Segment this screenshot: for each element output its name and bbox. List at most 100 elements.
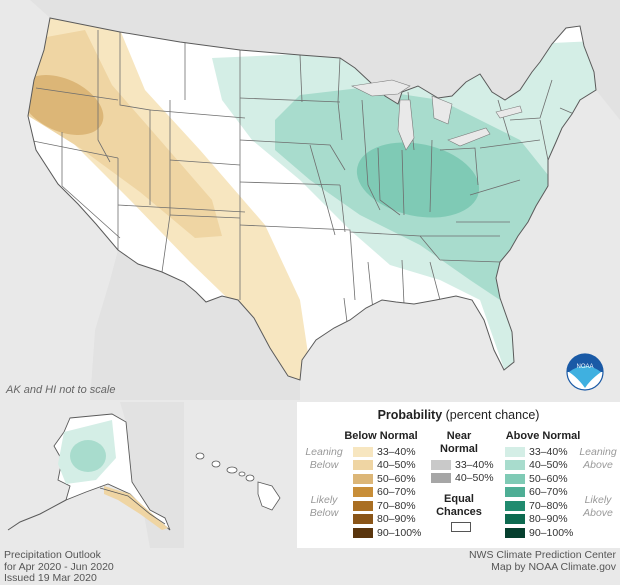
pacific-ocean [0, 0, 118, 400]
alaska-inset [0, 402, 184, 548]
above-normal-bin-swatch [505, 527, 525, 538]
legend-panel: Probability (percent chance) Below Norma… [297, 402, 620, 548]
near-normal-heading-line2: Normal [440, 443, 478, 455]
leaning-below-line1: Leaning [305, 446, 343, 458]
above-normal-bin-label: 40–50% [529, 459, 568, 471]
hawaii-inset [186, 402, 294, 548]
near-normal-bin-row: 33–40% [431, 458, 494, 471]
below-normal-bin-row: 60–70% [353, 486, 416, 498]
above-normal-bin-swatch [505, 487, 525, 497]
above-normal-bin-swatch [505, 446, 525, 457]
above-normal-bin-row: 40–50% [505, 459, 568, 471]
below-normal-heading: Below Normal [344, 430, 418, 442]
above-normal-bin-swatch [505, 514, 525, 524]
below-normal-bin-swatch [353, 446, 373, 457]
below-normal-bin-label: 90–100% [377, 526, 422, 539]
above-normal-bin-label: 50–60% [529, 472, 568, 485]
near-normal-bin-label: 40–50% [455, 472, 494, 484]
below-normal-bin-swatch [353, 500, 373, 511]
likely-above-line2: Above [583, 507, 613, 519]
above-normal-bin-label: 90–100% [529, 526, 574, 539]
alaska-above-40-50 [70, 440, 106, 472]
above-normal-bin-row: 90–100% [505, 526, 574, 539]
noaa-logo: NOAA [566, 353, 604, 391]
above-normal-bin-row: 60–70% [505, 486, 568, 498]
near-normal-bin-swatch [431, 473, 451, 483]
below-normal-bin-row: 40–50% [353, 459, 416, 471]
legend-title: Probability (percent chance) [297, 408, 620, 422]
outlook-shading [28, 18, 596, 380]
above-normal-bin-label: 60–70% [529, 486, 568, 498]
near-normal-heading-line1: Near [446, 430, 472, 442]
equal-chances-line2: Chances [436, 506, 482, 518]
hawaii-islands [195, 452, 281, 511]
noaa-logo-text: NOAA [576, 364, 593, 370]
equal-chances-label: Equal Chances [431, 493, 487, 519]
footer-credit: Map by NOAA Climate.gov [491, 560, 616, 573]
near-normal-heading: Near Normal [433, 430, 485, 456]
footer-issued: Issued 19 Mar 2020 [4, 572, 97, 584]
below-normal-bin-row: 80–90% [353, 513, 416, 525]
leaning-above-line1: Leaning [579, 446, 617, 458]
above-normal-heading: Above Normal [505, 430, 581, 442]
above-normal-bin-label: 70–80% [529, 499, 568, 512]
lake-erie [447, 127, 491, 147]
below-normal-bin-swatch [353, 487, 373, 497]
likely-below-line2: Below [309, 507, 339, 519]
above-normal-bin-row: 70–80% [505, 499, 568, 512]
alaska-below-region [104, 486, 168, 530]
below-normal-bin-row: 33–40% [353, 445, 416, 458]
legend-title-rest: (percent chance) [442, 408, 540, 422]
above-normal-bin-swatch [505, 460, 525, 470]
us-outline [27, 17, 597, 381]
leaning-below-line2: Below [309, 459, 339, 471]
below-normal-bin-row: 70–80% [353, 499, 416, 512]
conus-map: NOAA [0, 0, 620, 400]
canada-land [0, 0, 620, 120]
great-lakes [351, 79, 523, 151]
below-normal-bin-label: 70–80% [377, 499, 416, 512]
canada-land-inset [120, 402, 184, 548]
lake-superior [351, 79, 411, 97]
likely-below-line1: Likely [310, 494, 338, 506]
below-normal-bin-swatch [353, 460, 373, 470]
above-normal-bin-row: 80–90% [505, 513, 568, 525]
equal-chances-line1: Equal [444, 493, 474, 505]
above-normal-bin-label: 80–90% [529, 513, 568, 525]
footer-left: Precipitation Outlook for Apr 2020 - Jun… [4, 549, 114, 585]
below-normal-bin-swatch [353, 527, 373, 538]
near-normal-bin-swatch [431, 459, 451, 470]
legend-title-bold: Probability [377, 408, 443, 422]
below-normal-bin-label: 33–40% [377, 445, 416, 458]
likely-above-line1: Likely [584, 494, 612, 506]
equal-chances-swatch [451, 522, 471, 532]
alaska-panhandle-line [99, 487, 166, 525]
footer-period: for Apr 2020 - Jun 2020 [4, 560, 114, 573]
footer-title: Precipitation Outlook [4, 549, 101, 561]
aleutian-islands [7, 499, 67, 531]
above-normal-bin-label: 33–40% [529, 445, 568, 458]
below-normal-bin-swatch [353, 514, 373, 524]
below-normal-bin-swatch [353, 473, 373, 484]
above-normal-bin-row: 33–40% [505, 445, 568, 458]
below-normal-bin-row: 50–60% [353, 472, 416, 485]
footer-right: NWS Climate Prediction Center Map by NOA… [468, 549, 616, 573]
below-50-60-region [28, 74, 104, 136]
lake-huron [431, 95, 453, 125]
leaning-above-label: Leaning Above [575, 446, 620, 472]
lake-michigan [397, 99, 415, 151]
footer-source: NWS Climate Prediction Center [468, 549, 616, 561]
likely-below-label: Likely Below [301, 494, 347, 520]
above-normal-bin-swatch [505, 500, 525, 511]
below-normal-bin-label: 40–50% [377, 459, 416, 471]
near-normal-bin-row: 40–50% [431, 472, 494, 484]
above-normal-bin-row: 50–60% [505, 472, 568, 485]
below-normal-bin-label: 50–60% [377, 472, 416, 485]
lake-ontario [495, 105, 523, 119]
below-normal-bin-label: 60–70% [377, 486, 416, 498]
below-normal-bin-label: 80–90% [377, 513, 416, 525]
leaning-below-label: Leaning Below [301, 446, 347, 472]
near-normal-bin-label: 33–40% [455, 458, 494, 471]
mexico-land [90, 250, 300, 400]
